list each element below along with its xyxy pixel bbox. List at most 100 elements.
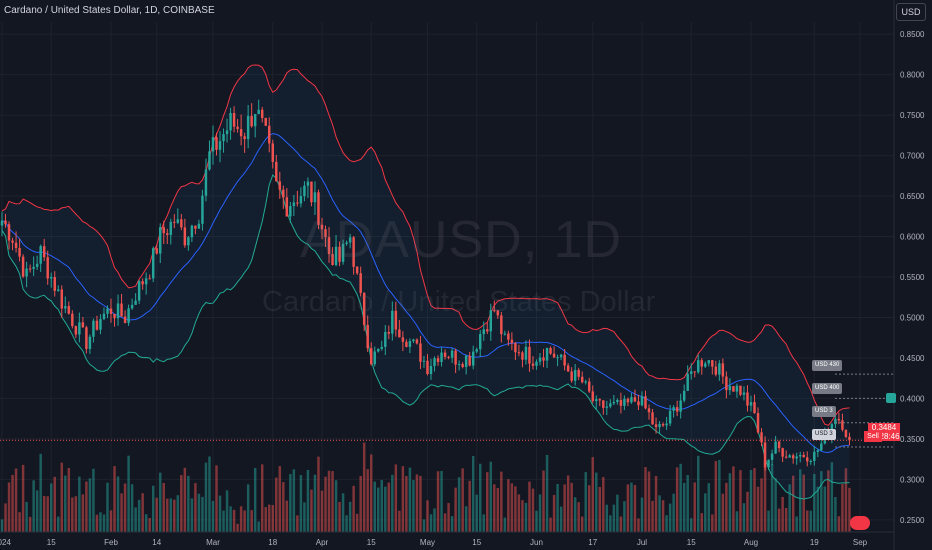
price-tick-label: 0.7500 <box>900 111 925 120</box>
volume-bar <box>271 505 274 532</box>
candle-body <box>81 322 85 328</box>
candle-body <box>264 117 267 126</box>
volume-bar <box>440 470 443 532</box>
volume-bar <box>767 510 770 532</box>
volume-bar <box>482 514 485 532</box>
candle-body <box>123 316 127 323</box>
volume-bar <box>130 484 134 532</box>
candle-body <box>841 420 844 430</box>
candle-body <box>134 300 137 305</box>
chart-title: Cardano / United States Dollar, 1D, COIN… <box>4 5 215 16</box>
volume-bar <box>528 481 531 532</box>
candle-body <box>320 224 324 230</box>
volume-bar <box>229 506 232 532</box>
candle-body <box>85 327 88 349</box>
order-flag-340[interactable]: USD 3 <box>812 429 836 440</box>
volume-bar <box>211 500 215 532</box>
candle-body <box>742 392 746 395</box>
volume-bar <box>475 494 478 532</box>
candle-body <box>711 360 714 367</box>
candle-body <box>781 448 784 457</box>
candle-body <box>721 363 725 377</box>
volume-bar <box>282 482 285 532</box>
candle-body <box>229 113 232 131</box>
volume-bar <box>616 494 619 532</box>
candle-body <box>4 220 7 225</box>
volume-bar <box>123 483 127 532</box>
volume-bar <box>689 518 693 532</box>
candle-body <box>549 347 552 354</box>
candle-body <box>109 308 113 314</box>
volume-bar <box>197 493 201 532</box>
candle-body <box>415 339 419 344</box>
volume-bar <box>679 463 682 532</box>
order-flag-430[interactable]: USD 430 <box>812 360 843 371</box>
candle-body <box>816 450 820 452</box>
candle-body <box>542 357 545 361</box>
candle-body <box>232 113 236 127</box>
currency-button[interactable]: USD <box>896 3 926 21</box>
volume-bars <box>0 442 851 532</box>
volume-bar <box>725 482 728 532</box>
volume-bar <box>296 515 299 532</box>
volume-bar <box>602 477 605 532</box>
price-tick-label: 0.3000 <box>900 475 925 484</box>
watermark-name: Cardano / United States Dollar <box>262 286 656 318</box>
volume-bar <box>57 516 60 532</box>
candle-body <box>598 399 602 401</box>
candle-body <box>422 360 426 362</box>
volume-bar <box>633 484 637 532</box>
candle-body <box>166 233 169 235</box>
candle-body <box>95 320 99 330</box>
candle-body <box>11 240 14 243</box>
volume-bar <box>739 470 742 532</box>
volume-bar <box>704 493 707 532</box>
candle-body <box>486 329 489 332</box>
watermark-symbol: ADAUSD, 1D <box>300 211 623 269</box>
candle-body <box>380 346 384 349</box>
chart-grid <box>0 22 894 532</box>
alert-marker-icon[interactable] <box>886 393 896 403</box>
volume-bar <box>32 480 35 532</box>
volume-bar <box>21 464 25 532</box>
volume-bar <box>355 513 359 532</box>
candle-body <box>718 363 721 375</box>
volume-bar <box>798 469 802 532</box>
volume-bar <box>668 503 672 532</box>
candle-body <box>7 224 11 241</box>
order-flag-370[interactable]: USD 3 <box>812 406 836 417</box>
volume-bar <box>419 475 422 532</box>
volume-bar <box>577 502 580 532</box>
lower-band-line <box>1 174 850 500</box>
price-tick-label: 0.4500 <box>900 354 925 363</box>
candle-body <box>791 455 795 459</box>
volume-bar <box>253 467 257 532</box>
candle-body <box>14 242 18 248</box>
candle-body <box>510 339 514 344</box>
candle-body <box>693 371 696 373</box>
order-flag-400[interactable]: USD 400 <box>812 383 843 394</box>
volume-bar <box>144 514 148 532</box>
scroll-to-realtime-icon[interactable] <box>850 516 870 530</box>
sell-button[interactable]: Sell <box>864 431 882 442</box>
candle-body <box>137 281 141 301</box>
candle-body <box>443 352 447 357</box>
volume-bar <box>774 478 777 532</box>
volume-bar <box>612 504 616 532</box>
candle-body <box>197 223 201 229</box>
candle-body <box>605 406 609 408</box>
candle-body <box>580 376 584 383</box>
candle-body <box>373 351 376 365</box>
volume-bar <box>260 464 264 532</box>
volume-bar <box>507 479 510 532</box>
candle-body <box>194 225 197 229</box>
candle-body <box>704 363 707 367</box>
volume-bar <box>0 519 4 532</box>
volume-bar <box>464 506 468 532</box>
volume-bar <box>626 484 630 532</box>
volume-bar <box>468 480 471 532</box>
candle-body <box>503 333 507 335</box>
volume-bar <box>401 466 405 532</box>
candle-body <box>584 381 587 383</box>
